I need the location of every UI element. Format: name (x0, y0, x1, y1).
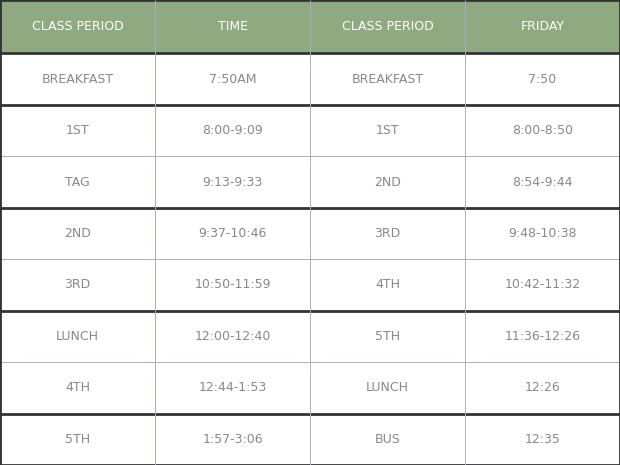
Text: 3RD: 3RD (64, 279, 91, 292)
Text: 4TH: 4TH (375, 279, 400, 292)
Bar (0, 413, 620, 465)
Text: BREAKFAST: BREAKFAST (42, 73, 113, 86)
Text: FRIDAY: FRIDAY (521, 20, 564, 33)
Text: 5TH: 5TH (65, 433, 90, 446)
Text: 1:57-3:06: 1:57-3:06 (202, 433, 263, 446)
Text: LUNCH: LUNCH (366, 381, 409, 394)
Text: 9:48-10:38: 9:48-10:38 (508, 227, 577, 240)
Text: 12:26: 12:26 (525, 381, 560, 394)
Bar (0, 259, 620, 311)
Text: LUNCH: LUNCH (56, 330, 99, 343)
Text: 4TH: 4TH (65, 381, 90, 394)
Bar (0, 53, 620, 105)
Text: 5TH: 5TH (375, 330, 400, 343)
Bar (0, 0, 620, 53)
Text: 3RD: 3RD (374, 227, 401, 240)
Bar (0, 208, 620, 259)
Text: BREAKFAST: BREAKFAST (352, 73, 423, 86)
Bar (0, 156, 620, 208)
Text: CLASS PERIOD: CLASS PERIOD (342, 20, 433, 33)
Text: TAG: TAG (65, 176, 90, 189)
Text: 1ST: 1ST (376, 124, 399, 137)
Text: BUS: BUS (374, 433, 401, 446)
Text: 8:00-9:09: 8:00-9:09 (202, 124, 263, 137)
Bar (0, 105, 620, 156)
Text: CLASS PERIOD: CLASS PERIOD (32, 20, 123, 33)
Text: 9:37-10:46: 9:37-10:46 (198, 227, 267, 240)
Text: 8:00-8:50: 8:00-8:50 (512, 124, 573, 137)
Text: 12:44-1:53: 12:44-1:53 (198, 381, 267, 394)
Text: 2ND: 2ND (64, 227, 91, 240)
Text: 2ND: 2ND (374, 176, 401, 189)
Text: 12:35: 12:35 (525, 433, 560, 446)
Text: 10:50-11:59: 10:50-11:59 (194, 279, 271, 292)
Text: 1ST: 1ST (66, 124, 89, 137)
Bar (0, 311, 620, 362)
Text: 8:54-9:44: 8:54-9:44 (512, 176, 573, 189)
Text: 7:50: 7:50 (528, 73, 557, 86)
Text: 10:42-11:32: 10:42-11:32 (505, 279, 580, 292)
Text: 12:00-12:40: 12:00-12:40 (194, 330, 271, 343)
Text: 7:50AM: 7:50AM (209, 73, 256, 86)
Text: 9:13-9:33: 9:13-9:33 (202, 176, 263, 189)
Text: 11:36-12:26: 11:36-12:26 (505, 330, 580, 343)
Bar (0, 362, 620, 413)
Text: TIME: TIME (218, 20, 247, 33)
